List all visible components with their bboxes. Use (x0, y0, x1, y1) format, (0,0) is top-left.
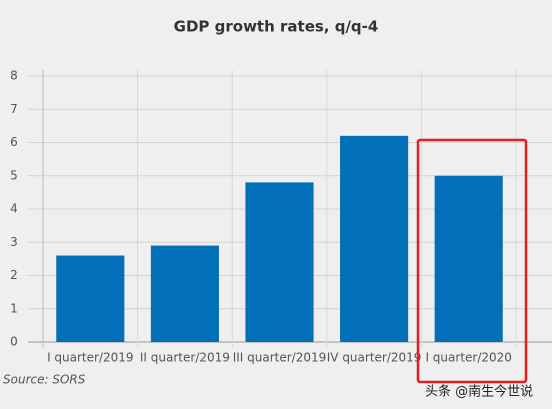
y-tick-label: 0 (10, 335, 18, 349)
x-tick-label: I quarter/2019 (47, 351, 133, 365)
y-tick-label: 2 (10, 268, 18, 282)
bar (245, 182, 314, 342)
y-tick-label: 7 (10, 102, 18, 116)
y-tick-label: 4 (10, 202, 18, 216)
chart-title: GDP growth rates, q/q-4 (174, 18, 379, 36)
bar (56, 255, 125, 342)
y-tick-label: 3 (10, 235, 18, 249)
source: Source: SORS (3, 373, 86, 387)
x-tick-label: I quarter/2020 (425, 351, 511, 365)
y-tick-label: 6 (10, 135, 18, 149)
x-tick-label: IV quarter/2019 (327, 351, 422, 365)
bar (340, 135, 409, 342)
y-tick-label: 5 (10, 168, 18, 182)
watermark: 头条 @南生今世说 (425, 384, 533, 400)
bar (434, 175, 503, 342)
x-tick-label: II quarter/2019 (140, 351, 230, 365)
y-tick-label: 1 (10, 301, 18, 315)
x-tick-label: III quarter/2019 (233, 351, 327, 365)
bar (150, 245, 219, 342)
y-tick-label: 8 (10, 69, 18, 83)
highlight-box (416, 138, 528, 384)
